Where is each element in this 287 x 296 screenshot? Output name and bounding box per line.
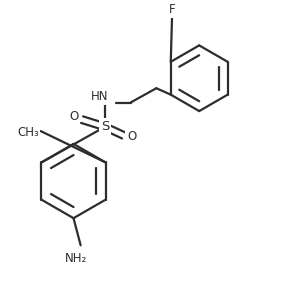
Text: O: O (127, 130, 136, 143)
Text: F: F (169, 3, 175, 16)
Text: CH₃: CH₃ (17, 126, 39, 139)
Text: HN: HN (91, 90, 108, 103)
Text: O: O (69, 110, 79, 123)
Text: S: S (101, 120, 109, 133)
Text: NH₂: NH₂ (65, 252, 88, 265)
